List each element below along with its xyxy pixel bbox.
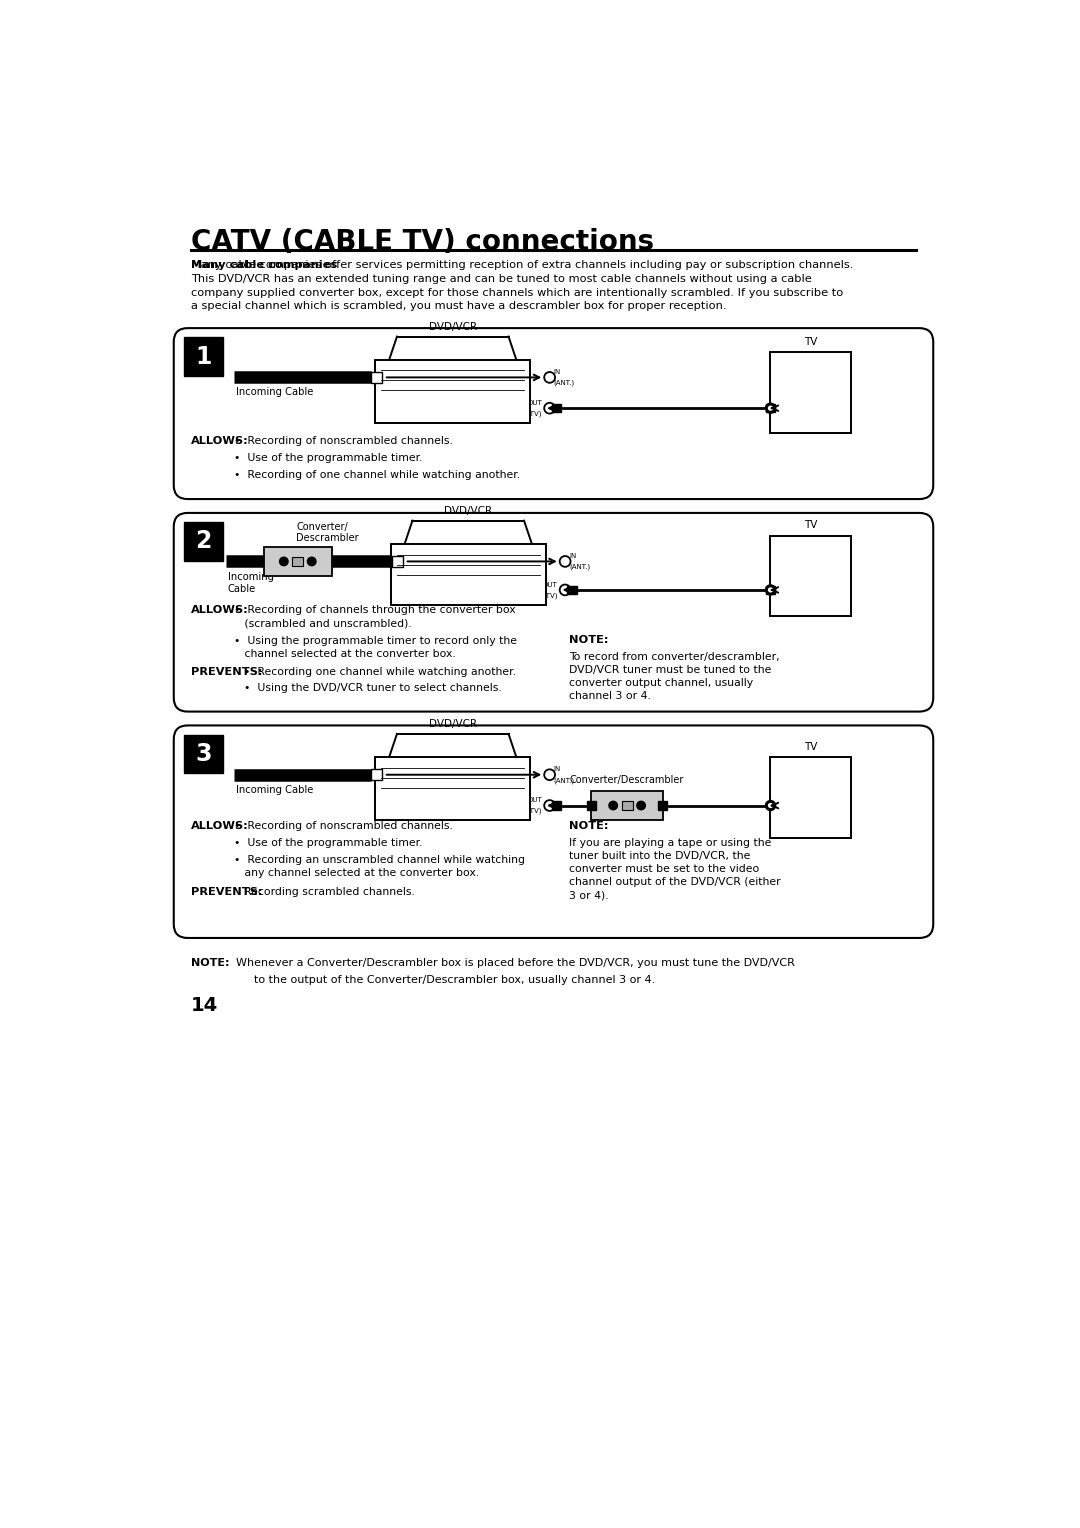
Text: •  Use of the programmable timer.: • Use of the programmable timer. [234,837,422,848]
Bar [375,359,530,423]
Circle shape [766,585,775,594]
Text: DVD/VCR: DVD/VCR [444,506,492,516]
Bar [658,801,667,810]
Text: 14: 14 [191,996,218,1016]
Text: DVD/VCR: DVD/VCR [429,322,476,332]
Text: •  Use of the programmable timer.: • Use of the programmable timer. [234,452,422,463]
Text: TV: TV [805,520,818,530]
FancyBboxPatch shape [174,329,933,500]
Circle shape [280,558,288,565]
Circle shape [544,371,555,384]
Text: (TV): (TV) [527,808,542,814]
Text: (ANT.): (ANT.) [554,380,575,387]
Text: NOTE:: NOTE: [569,634,608,645]
Circle shape [769,804,772,807]
Text: to the output of the Converter/Descrambler box, usually channel 3 or 4.: to the output of the Converter/Descrambl… [255,975,656,986]
Bar [392,556,403,567]
Text: •  Recording of nonscrambled channels.: • Recording of nonscrambled channels. [234,821,454,831]
Text: Converter/Descrambler: Converter/Descrambler [570,776,685,785]
Text: VHF/UHF
IN (ANT): VHF/UHF IN (ANT) [792,382,829,403]
Text: ALLOWS:: ALLOWS: [191,821,248,831]
Text: VHF/UHF
IN (ANT): VHF/UHF IN (ANT) [792,565,829,587]
Text: Incoming Cable: Incoming Cable [235,785,313,795]
Circle shape [769,406,772,410]
Text: ALLOWS:: ALLOWS: [191,435,248,446]
Bar [567,585,577,594]
Bar [372,371,382,384]
Text: Many cable companies: Many cable companies [191,260,337,270]
Bar [592,792,663,821]
Text: (TV): (TV) [527,411,542,417]
Bar [391,544,545,605]
Bar [586,801,596,810]
Circle shape [559,556,570,567]
Bar [766,585,775,594]
Text: TV: TV [805,741,818,752]
Text: TV: TV [805,336,818,347]
Circle shape [766,403,775,413]
Text: OUT: OUT [542,582,557,588]
Bar [766,403,775,413]
Circle shape [766,801,775,810]
Text: •  Using the programmable timer to record only the
   channel selected at the co: • Using the programmable timer to record… [234,636,517,659]
Text: PREVENTS:: PREVENTS: [191,666,262,677]
Bar [770,536,851,616]
Text: Converter/
Descrambler: Converter/ Descrambler [296,521,359,542]
Circle shape [308,558,316,565]
Text: •  Recording an unscrambled channel while watching
   any channel selected at th: • Recording an unscrambled channel while… [234,854,525,877]
Text: PREVENTS:: PREVENTS: [191,888,262,897]
Text: (ANT.): (ANT.) [554,778,575,784]
Text: OUT: OUT [527,798,542,804]
Text: •  Using the DVD/VCR tuner to select channels.: • Using the DVD/VCR tuner to select chan… [243,683,501,694]
Bar [293,556,303,565]
Bar [552,801,562,810]
Circle shape [559,585,570,596]
Text: IN: IN [554,767,561,773]
Text: 3: 3 [195,743,212,766]
Text: IN: IN [569,553,577,559]
Bar [770,758,851,839]
Circle shape [769,588,772,591]
Text: Whenever a Converter/Descrambler box is placed before the DVD/VCR, you must tune: Whenever a Converter/Descrambler box is … [235,958,795,967]
Circle shape [544,769,555,781]
Text: DVD/VCR: DVD/VCR [429,720,476,729]
Text: Recording scrambled channels.: Recording scrambled channels. [243,888,415,897]
Bar [770,353,851,434]
Text: •  Recording of nonscrambled channels.: • Recording of nonscrambled channels. [234,435,454,446]
FancyBboxPatch shape [174,726,933,938]
Text: VHF/UHF
IN (ANT): VHF/UHF IN (ANT) [792,788,829,808]
Circle shape [637,801,646,810]
Circle shape [609,801,618,810]
Text: Many cable companies offer services permitting reception of extra channels inclu: Many cable companies offer services perm… [191,260,853,312]
Text: (TV): (TV) [543,593,557,599]
Text: •  Recording one channel while watching another.: • Recording one channel while watching a… [243,666,515,677]
Text: IN: IN [554,370,561,374]
Text: NOTE:: NOTE: [191,958,229,967]
Bar [184,338,222,376]
Bar [622,801,633,810]
Text: OUT: OUT [527,400,542,406]
Circle shape [544,403,555,414]
Text: (ANT.): (ANT.) [569,564,590,570]
Bar [372,769,382,781]
Text: If you are playing a tape or using the
tuner built into the DVD/VCR, the
convert: If you are playing a tape or using the t… [569,837,781,900]
Text: Incoming Cable: Incoming Cable [235,388,313,397]
Text: To record from converter/descrambler,
DVD/VCR tuner must be tuned to the
convert: To record from converter/descrambler, DV… [569,651,780,701]
Text: NOTE:: NOTE: [569,821,608,831]
Text: •  Recording of one channel while watching another.: • Recording of one channel while watchin… [234,469,521,480]
Text: •  Recording of channels through the converter box
   (scrambled and unscrambled: • Recording of channels through the conv… [234,605,516,628]
Text: CATV (CABLE TV) connections: CATV (CABLE TV) connections [191,228,653,257]
Bar [184,735,222,773]
Bar [264,547,332,576]
Circle shape [544,801,555,811]
FancyBboxPatch shape [174,513,933,712]
Bar [184,523,222,561]
Bar [375,756,530,821]
Text: 2: 2 [195,529,212,553]
Text: Incoming
Cable: Incoming Cable [228,571,274,594]
Bar [552,403,562,413]
Text: ALLOWS:: ALLOWS: [191,605,248,616]
Text: 1: 1 [195,345,212,368]
